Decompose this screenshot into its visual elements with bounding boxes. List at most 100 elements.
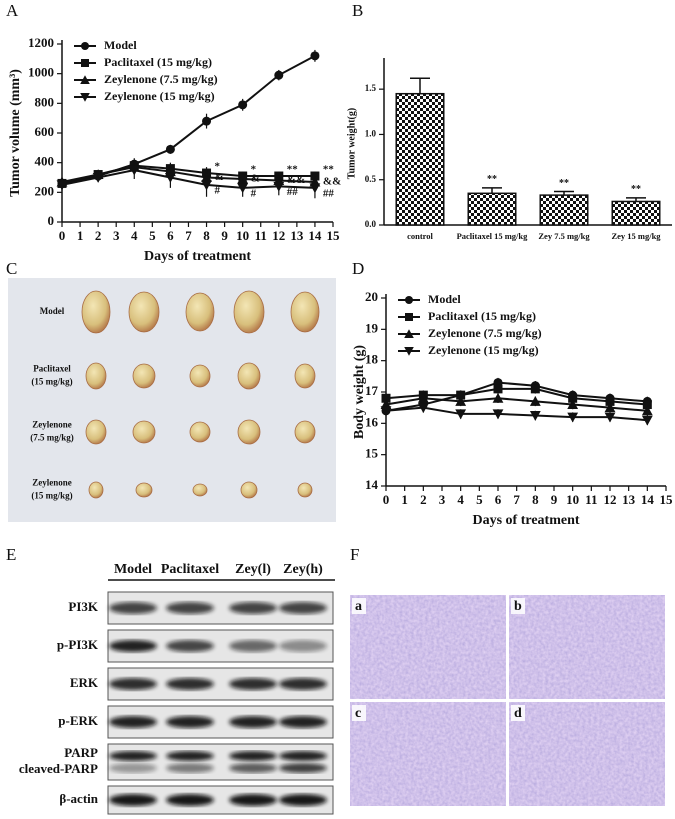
marker <box>642 400 652 410</box>
marker <box>380 406 392 417</box>
x-tick-label: 4 <box>457 492 464 507</box>
y-tick-label: 18 <box>365 352 379 367</box>
legend-label: Zeylenone (7.5 mg/kg) <box>104 72 218 86</box>
y-tick-label: 15 <box>365 446 379 461</box>
x-tick-label: 9 <box>551 492 558 507</box>
x-tick-label: 14 <box>641 492 655 507</box>
marker <box>568 393 578 403</box>
bar <box>611 200 661 226</box>
protein-label: p-PI3K <box>57 637 99 652</box>
blot-band <box>166 678 214 690</box>
x-tick-label: 11 <box>255 228 267 243</box>
marker <box>80 93 90 102</box>
bar <box>467 192 517 226</box>
y-tick-label: 19 <box>365 320 379 335</box>
x-tick-label: Zey 7.5 mg/kg <box>538 231 590 241</box>
tumor <box>132 363 156 389</box>
y-tick-label: 20 <box>365 289 378 304</box>
blot-band <box>229 678 277 690</box>
tumor <box>294 363 316 389</box>
marker <box>417 403 429 414</box>
marker <box>56 180 68 191</box>
significance-label: ** <box>487 174 497 185</box>
x-tick-label: 1 <box>77 228 84 243</box>
blot-band <box>109 678 157 690</box>
marker <box>128 165 140 176</box>
blot-band <box>229 794 277 806</box>
legend-label: Model <box>104 38 137 52</box>
blot-band <box>166 763 214 773</box>
x-tick-label: Zey 15 mg/kg <box>611 231 661 241</box>
panel-label: A <box>6 1 19 20</box>
blot-band <box>109 602 157 614</box>
legend-label: Zeylenone (7.5 mg/kg) <box>428 326 542 340</box>
marker <box>165 173 176 183</box>
group-label: (15 mg/kg) <box>31 491 72 501</box>
marker <box>405 313 413 321</box>
tumor <box>237 419 261 445</box>
histology-image <box>509 702 665 806</box>
significance-label: # <box>251 187 257 199</box>
series-line <box>61 166 315 183</box>
legend-label: Paclitaxel (15 mg/kg) <box>104 55 212 69</box>
x-tick-label: 0 <box>383 492 390 507</box>
marker <box>237 183 249 194</box>
blot-band <box>166 640 214 652</box>
legend-label: Zeylenone (15 mg/kg) <box>428 343 539 357</box>
marker <box>238 100 248 110</box>
blot-band <box>166 602 214 614</box>
marker <box>641 405 653 416</box>
series-line <box>385 406 648 422</box>
panel-label: B <box>352 1 363 20</box>
blot-band <box>229 716 277 728</box>
marker <box>529 396 541 406</box>
x-tick-label: 3 <box>113 228 120 243</box>
x-tick-label: Paclitaxel 15 mg/kg <box>457 231 529 241</box>
group-label: Model <box>40 306 65 316</box>
marker <box>492 409 504 420</box>
marker <box>92 173 104 183</box>
marker <box>567 399 579 410</box>
lane-label: Paclitaxel <box>161 562 219 577</box>
series-line <box>385 397 648 412</box>
blot-strip <box>107 743 334 781</box>
blot-band <box>109 763 157 773</box>
marker <box>529 411 541 421</box>
blot-band <box>166 751 214 761</box>
blot-band <box>279 678 327 690</box>
x-tick-label: 5 <box>149 228 156 243</box>
y-tick-label: 1200 <box>28 35 54 50</box>
y-tick-label: 200 <box>35 183 55 198</box>
y-tick-label: 1000 <box>28 65 54 80</box>
marker <box>405 296 413 304</box>
lane-label: Zey(h) <box>283 562 323 577</box>
protein-label: β-actin <box>59 791 98 806</box>
blot-band <box>109 751 157 761</box>
blot-band <box>279 751 327 761</box>
x-tick-label: 10 <box>566 492 579 507</box>
y-tick-label: 400 <box>35 154 55 169</box>
tumor <box>192 483 208 497</box>
panel-label: E <box>6 545 16 564</box>
tumor <box>240 481 258 499</box>
significance-label: && <box>323 175 341 187</box>
blot-band <box>279 763 327 773</box>
marker <box>381 393 391 403</box>
significance-label: ** <box>631 184 641 195</box>
significance-label: ** <box>287 164 299 176</box>
marker <box>455 409 467 420</box>
significance-label: ## <box>287 186 299 198</box>
image-label: a <box>355 599 362 614</box>
panel-label: D <box>352 259 364 278</box>
significance-label: & <box>251 173 260 185</box>
significance-label: * <box>251 164 257 176</box>
label-box <box>352 705 366 721</box>
marker <box>417 392 429 403</box>
marker <box>604 402 616 413</box>
tumor <box>237 362 261 390</box>
x-tick-label: 2 <box>95 228 102 243</box>
significance-label: ** <box>323 164 335 176</box>
tumor <box>132 420 156 444</box>
x-tick-label: 2 <box>420 492 427 507</box>
